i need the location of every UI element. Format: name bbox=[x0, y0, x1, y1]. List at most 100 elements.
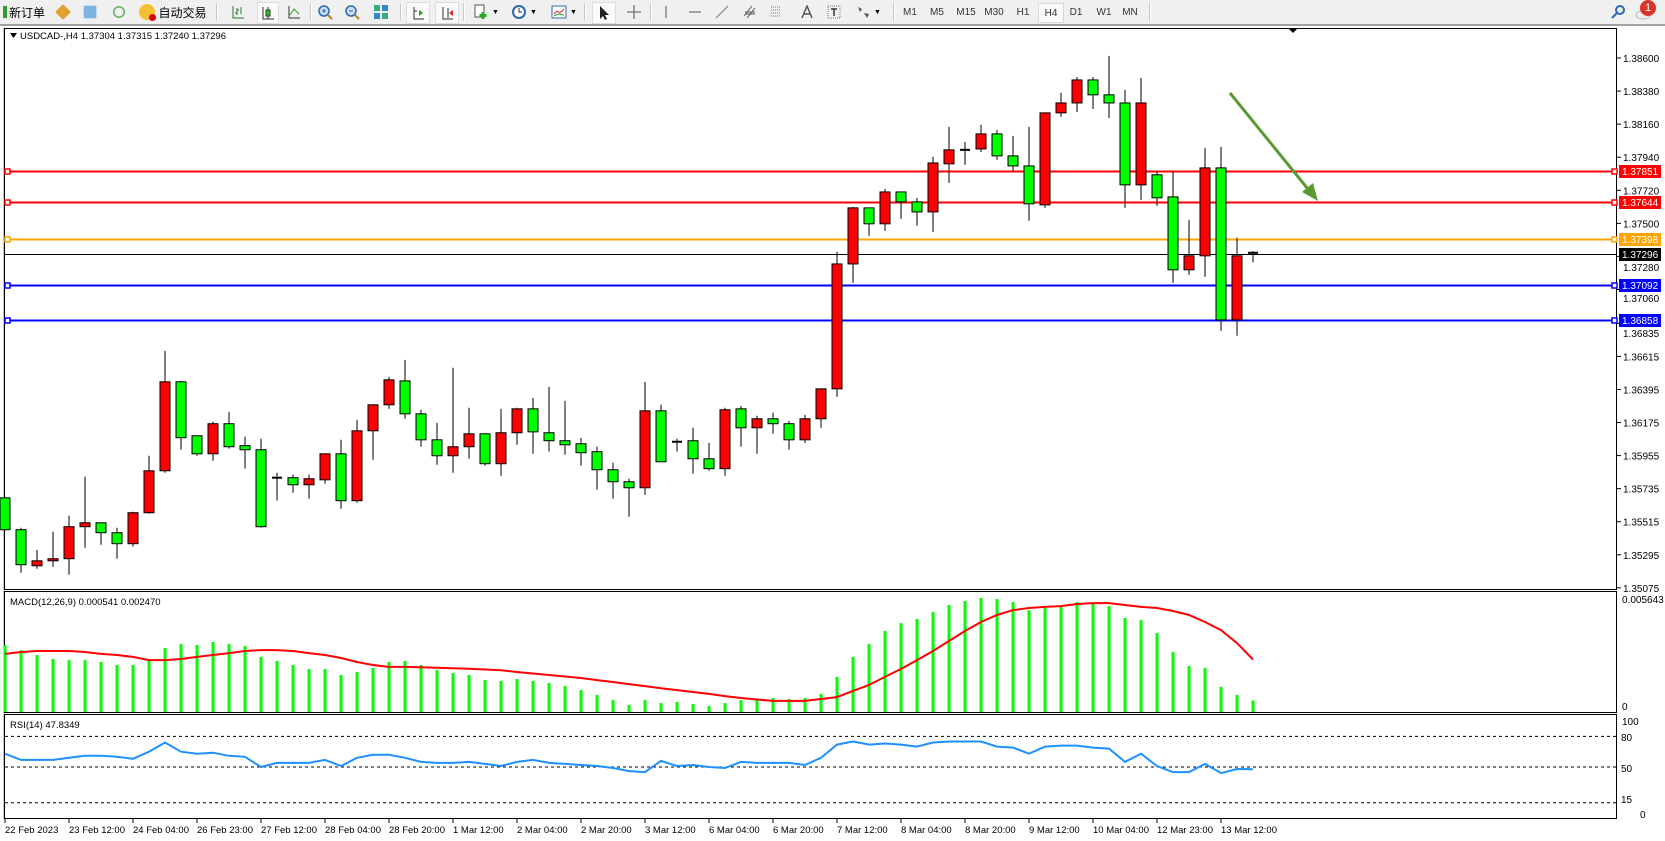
trendline-button[interactable] bbox=[713, 2, 731, 22]
candle bbox=[175, 380, 187, 450]
data-window-button[interactable] bbox=[81, 2, 99, 22]
macd-histogram-bar bbox=[659, 703, 663, 712]
price-tag bbox=[1619, 314, 1661, 327]
macd-histogram-bar bbox=[1251, 700, 1255, 712]
macd-histogram-bar bbox=[67, 660, 71, 712]
equidistant-channel-button[interactable] bbox=[741, 2, 759, 22]
autoscroll-button[interactable] bbox=[435, 2, 459, 24]
macd-max-label: 0.005643 bbox=[1622, 595, 1664, 606]
chart-shift-button[interactable] bbox=[406, 2, 430, 24]
candle-body bbox=[447, 446, 459, 457]
text-label-button[interactable] bbox=[825, 2, 843, 22]
navigator-button[interactable] bbox=[110, 2, 128, 22]
price-axis[interactable]: 1.38600 1.38380 1.38160 1.37940 1.37720 1.375… bbox=[1617, 54, 1660, 595]
cursor-button[interactable] bbox=[592, 2, 616, 24]
candle bbox=[95, 522, 107, 545]
time-label: 13 Mar 12:00 bbox=[1221, 825, 1277, 836]
macd-histogram-bar bbox=[1203, 667, 1207, 712]
time-axis[interactable]: 22 Feb 2023 23 Feb 12:00 24 Feb 04:00 26 Fe… bbox=[4, 819, 1277, 836]
toolbar: 新订单 自动交易 ▼ ▼ ▼ ▼ M1 M5 M15 M30 H1 H4 D1 … bbox=[0, 0, 1665, 26]
annotation-arrow[interactable] bbox=[1228, 92, 1314, 195]
price-tick-label: 1.36615 bbox=[1623, 352, 1660, 363]
new-order-label: 新订单 bbox=[8, 5, 45, 20]
timeframe-w1[interactable]: W1 bbox=[1096, 6, 1112, 18]
candle bbox=[159, 350, 171, 473]
candle-body bbox=[415, 413, 427, 441]
candle bbox=[272, 472, 282, 501]
vertical-line-button[interactable] bbox=[657, 2, 675, 22]
candle-body bbox=[223, 423, 235, 448]
symbol-menu-arrow-icon[interactable] bbox=[10, 33, 17, 38]
candle bbox=[79, 476, 91, 548]
candle bbox=[960, 141, 970, 165]
candle-body bbox=[975, 133, 987, 150]
horizontal-line-button[interactable] bbox=[686, 2, 704, 22]
horizontal-lines[interactable] bbox=[4, 168, 1618, 324]
periods-button[interactable]: ▼ bbox=[509, 2, 539, 22]
candle bbox=[623, 478, 635, 517]
tile-windows-button[interactable] bbox=[372, 2, 390, 22]
time-label: 28 Feb 04:00 bbox=[325, 825, 381, 836]
macd-histogram-bar bbox=[451, 673, 455, 712]
new-chart-button[interactable]: ▼ bbox=[471, 2, 501, 22]
candle-body bbox=[895, 191, 907, 203]
candle-body bbox=[575, 443, 587, 454]
bar-chart-button[interactable] bbox=[229, 2, 247, 22]
timeframe-d1[interactable]: D1 bbox=[1069, 6, 1083, 18]
candle-body bbox=[591, 451, 603, 471]
candle bbox=[527, 397, 539, 454]
macd-histogram-bar bbox=[899, 623, 903, 712]
candle bbox=[191, 435, 203, 456]
candle bbox=[672, 438, 682, 452]
candle-body bbox=[95, 522, 107, 534]
timeframe-h4[interactable]: H4 bbox=[1038, 3, 1064, 23]
fibonacci-button[interactable] bbox=[768, 2, 786, 22]
macd-histogram-bar bbox=[83, 660, 87, 712]
candle bbox=[1023, 126, 1035, 221]
new-order-button[interactable]: 新订单 bbox=[2, 2, 46, 22]
auto-trading-button[interactable]: 自动交易 bbox=[136, 2, 210, 22]
macd-histogram-bar bbox=[35, 655, 39, 712]
candle-body bbox=[815, 388, 827, 420]
candle bbox=[863, 207, 875, 236]
line-chart-button[interactable] bbox=[285, 2, 303, 22]
candle bbox=[239, 436, 251, 469]
timeframe-m1[interactable]: M1 bbox=[903, 6, 917, 18]
dropdown-arrow-icon: ▼ bbox=[570, 8, 577, 16]
timeframe-mn[interactable]: MN bbox=[1122, 6, 1138, 18]
chart-shift-marker-icon[interactable] bbox=[1288, 28, 1298, 33]
zoom-in-button[interactable] bbox=[316, 2, 334, 22]
shapes-button[interactable]: ▼ bbox=[851, 2, 885, 22]
time-label: 22 Feb 2023 bbox=[5, 825, 58, 836]
candle-body bbox=[47, 558, 59, 562]
candle-body bbox=[31, 560, 43, 567]
candle-body bbox=[1151, 174, 1163, 199]
time-label: 6 Mar 04:00 bbox=[709, 825, 760, 836]
search-button[interactable] bbox=[1609, 2, 1627, 22]
templates-button[interactable]: ▼ bbox=[549, 2, 579, 22]
price-tick-label: 1.37500 bbox=[1623, 219, 1660, 230]
macd-histogram-bar bbox=[1027, 610, 1031, 712]
candle-body bbox=[351, 430, 363, 502]
text-button[interactable] bbox=[798, 2, 816, 22]
macd-histogram-bar bbox=[483, 680, 487, 712]
candlestick-button[interactable] bbox=[257, 2, 279, 24]
timeframe-h1[interactable]: H1 bbox=[1016, 6, 1030, 18]
zoom-out-button[interactable] bbox=[343, 2, 361, 22]
timeframe-m5[interactable]: M5 bbox=[930, 6, 944, 18]
macd-histogram-bar bbox=[163, 647, 167, 712]
candle-body bbox=[863, 207, 875, 225]
candle-body bbox=[1119, 102, 1131, 186]
candle bbox=[1215, 146, 1227, 331]
current-price-tag bbox=[1619, 248, 1661, 261]
timeframe-m15[interactable]: M15 bbox=[956, 6, 976, 18]
candle bbox=[703, 442, 715, 471]
crosshair-button[interactable] bbox=[625, 2, 643, 22]
timeframe-m30[interactable]: M30 bbox=[984, 6, 1004, 18]
toolbar-separator bbox=[1149, 3, 1151, 21]
toolbar-separator bbox=[584, 3, 586, 21]
rsi-line bbox=[4, 740, 1254, 775]
candle-body bbox=[127, 512, 139, 545]
new-chart-icon bbox=[474, 4, 487, 19]
